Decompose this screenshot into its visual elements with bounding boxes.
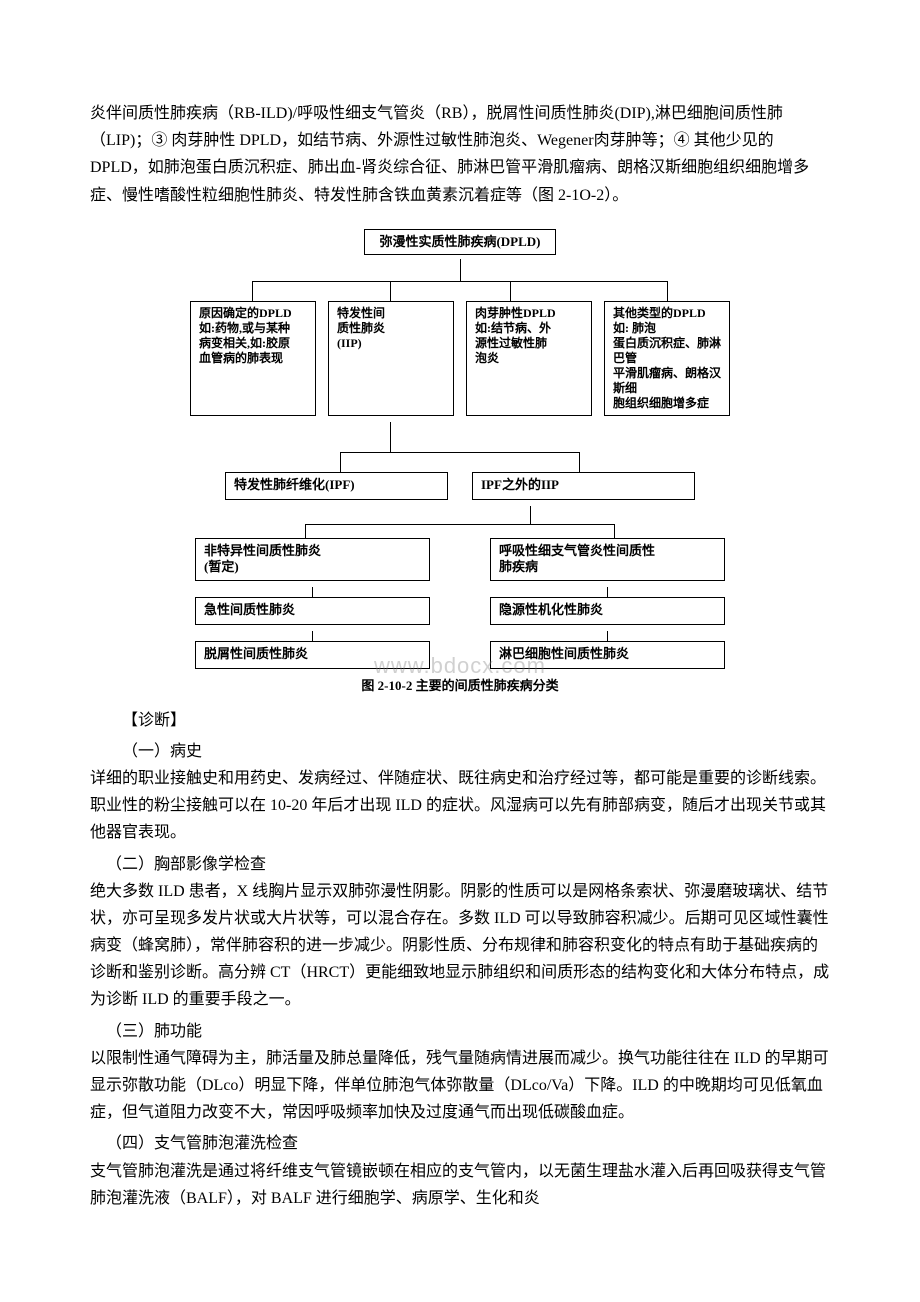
level3-left-box: 特发性肺纤维化(IPF) bbox=[225, 472, 448, 500]
intro-text: 炎伴间质性肺疾病（RB-ILD)/呼吸性细支气管炎（RB），脱屑性间质性肺炎(D… bbox=[90, 100, 830, 209]
pair-box: 急性间质性肺炎 bbox=[195, 597, 430, 625]
section-4-body: 支气管肺泡灌洗是通过将纤维支气管镜嵌顿在相应的支气管内，以无菌生理盐水灌入后再回… bbox=[90, 1158, 830, 1212]
connector-horizontal-2 bbox=[250, 452, 670, 472]
diagram-root-box: 弥漫性实质性肺疾病(DPLD) bbox=[364, 229, 555, 255]
section-2-head: （二）胸部影像学检查 bbox=[90, 851, 830, 878]
level2-box-3: 肉芽肿性DPLD 如:结节病、外 源性过敏性肺 泡炎 bbox=[466, 301, 592, 416]
section-3-head: （三）肺功能 bbox=[90, 1018, 830, 1045]
pair-box: 呼吸性细支气管炎性间质性 肺疾病 bbox=[490, 538, 725, 581]
pair-box: 非特异性间质性肺炎 (暂定) bbox=[195, 538, 430, 581]
diagnosis-heading: 【诊断】 bbox=[90, 707, 830, 734]
connector-horizontal-3 bbox=[195, 524, 725, 538]
connector-line bbox=[390, 422, 391, 452]
body-sections: 【诊断】 （一）病史 详细的职业接触史和用药史、发病经过、伴随症状、既往病史和治… bbox=[90, 707, 830, 1212]
section-1-body: 详细的职业接触史和用药史、发病经过、伴随症状、既往病史和治疗经过等，都可能是重要… bbox=[90, 765, 830, 847]
section-2-body: 绝大多数 ILD 患者，X 线胸片显示双肺弥漫性阴影。阴影的性质可以是网格条索状… bbox=[90, 878, 830, 1014]
classification-diagram: 弥漫性实质性肺疾病(DPLD) 原因确定的DPLD 如:药物,或与某种 病变相关… bbox=[190, 229, 730, 697]
connector-line bbox=[530, 506, 531, 524]
connector-line bbox=[460, 259, 461, 281]
section-3-body: 以限制性通气障碍为主，肺活量及肺总量降低，残气量随病情进展而减少。换气功能往往在… bbox=[90, 1045, 830, 1127]
level2-box-2: 特发性间 质性肺炎 (IIP) bbox=[328, 301, 454, 416]
intro-paragraph: 炎伴间质性肺疾病（RB-ILD)/呼吸性细支气管炎（RB），脱屑性间质性肺炎(D… bbox=[90, 100, 830, 209]
diagram-caption: 图 2-10-2 主要的间质性肺疾病分类 bbox=[190, 675, 730, 697]
connector-horizontal bbox=[190, 281, 730, 301]
section-4-head: （四）支气管肺泡灌洗检查 bbox=[90, 1130, 830, 1157]
diagram-pairs: 非特异性间质性肺炎 (暂定) 呼吸性细支气管炎性间质性 肺疾病 急性间质性肺炎 … bbox=[195, 538, 725, 669]
level2-box-4: 其他类型的DPLD如: 肺泡 蛋白质沉积症、肺淋巴管 平滑肌瘤病、朗格汉斯细 胞… bbox=[604, 301, 730, 416]
section-1-head: （一）病史 bbox=[90, 738, 830, 765]
level3-right-box: IPF之外的IIP bbox=[472, 472, 695, 500]
diagram-level2-row: 原因确定的DPLD 如:药物,或与某种 病变相关,如:胶原 血管病的肺表现 特发… bbox=[190, 301, 730, 416]
pair-box: 隐源性机化性肺炎 bbox=[490, 597, 725, 625]
level2-box-1: 原因确定的DPLD 如:药物,或与某种 病变相关,如:胶原 血管病的肺表现 bbox=[190, 301, 316, 416]
pair-box: 脱屑性间质性肺炎 bbox=[195, 641, 430, 669]
pair-box: 淋巴细胞性间质性肺炎 bbox=[490, 641, 725, 669]
